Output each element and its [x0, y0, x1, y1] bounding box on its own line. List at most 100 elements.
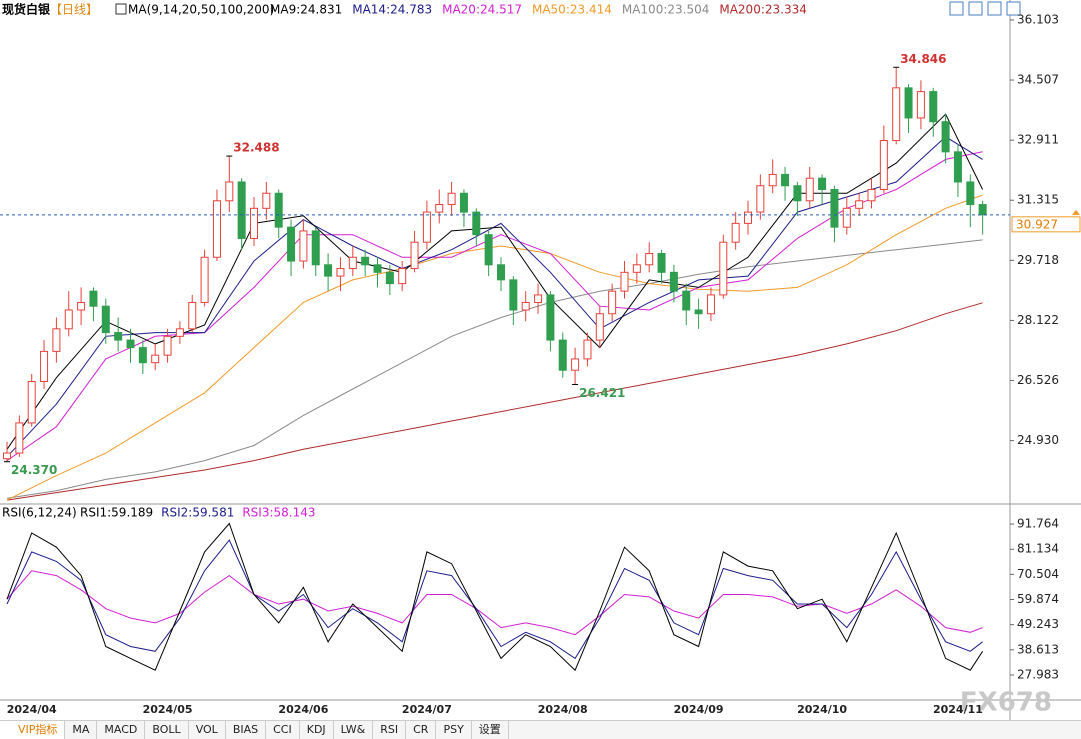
tool-icon[interactable]: [1006, 1, 1021, 16]
ma-legend: MA200:23.334: [719, 3, 807, 17]
candle-body: [867, 188, 876, 202]
indicator-tab[interactable]: PSY: [436, 721, 472, 739]
candle-body: [781, 173, 790, 187]
candle-body: [373, 264, 382, 273]
chart: 现货白银 【日线】 MA(9,14,20,50,100,200) RSI(6,1…: [0, 0, 1081, 720]
candle-body: [52, 328, 61, 352]
indicator-tab[interactable]: CCI: [266, 721, 300, 739]
ma-legend: MA50:23.414: [532, 3, 612, 17]
candle-body: [904, 87, 913, 119]
candle-body: [447, 192, 456, 206]
candle-body: [682, 290, 691, 311]
rsi-legend: RSI1:59.189: [80, 506, 153, 520]
ma-legend: MA100:23.504: [622, 3, 710, 17]
candle-body: [509, 279, 518, 311]
extreme-label: 32.488: [233, 141, 279, 155]
rsi-line: [6, 539, 983, 660]
y-tick-label: 24.930: [1017, 433, 1059, 447]
extreme-label: 34.846: [900, 52, 946, 66]
indicator-tab[interactable]: BIAS: [226, 721, 267, 739]
indicator-tab[interactable]: VOL: [189, 721, 226, 739]
candle-body: [27, 381, 36, 424]
candle-body: [250, 207, 258, 239]
ma-line: [6, 151, 983, 462]
candle-body: [336, 268, 345, 277]
candle-body: [855, 200, 864, 209]
candle-body: [472, 211, 481, 236]
indicator-tabs: VIP指标 MA MACD BOLL VOL BIAS CCI KDJ LW& RSI CR PSY 设…: [0, 720, 1081, 739]
y-tick-label: 34.507: [1017, 73, 1059, 87]
extreme-label: 24.370: [11, 463, 57, 477]
x-tick-label: 2024/09: [674, 703, 724, 716]
candle-body: [546, 294, 555, 341]
background: [0, 0, 1081, 720]
y-tick-label: 49.243: [1017, 617, 1059, 631]
checkbox-icon[interactable]: [115, 3, 127, 15]
y-tick-label: 26.526: [1017, 373, 1059, 387]
ma-legend: MA14:24.783: [352, 3, 432, 17]
y-tick-label: 91.764: [1017, 517, 1059, 531]
candle-body: [669, 271, 678, 292]
candle-body: [608, 290, 617, 315]
indicator-tab[interactable]: VIP指标: [0, 721, 66, 739]
indicator-tab[interactable]: LW&: [334, 721, 374, 739]
candle-body: [274, 192, 283, 228]
candle-body: [151, 354, 160, 364]
ma-legend: MA9:24.831: [270, 3, 342, 17]
candle-body: [793, 185, 802, 202]
candle-body: [595, 313, 604, 341]
tool-icon[interactable]: [987, 1, 1002, 16]
ma-line: [6, 113, 984, 450]
toolbar-icons: [949, 1, 1021, 16]
x-tick-label: 2024/11: [933, 703, 983, 716]
candle-body: [126, 339, 135, 349]
candle-body: [731, 222, 740, 243]
candle-body: [916, 91, 925, 119]
tool-icon[interactable]: [968, 1, 983, 16]
candle-body: [842, 207, 851, 228]
candle-body: [756, 185, 765, 213]
indicator-tab[interactable]: 设置: [472, 721, 509, 739]
candle-body: [571, 358, 580, 371]
x-tick-label: 2024/06: [278, 703, 328, 716]
candle-body: [645, 253, 654, 266]
indicator-tab[interactable]: CR: [406, 721, 437, 739]
candle-body: [348, 256, 357, 270]
tool-icon[interactable]: [949, 1, 964, 16]
indicator-tab[interactable]: MA: [65, 721, 98, 739]
y-tick-label: 28.122: [1017, 313, 1059, 327]
candle-body: [138, 347, 147, 364]
watermark: FX678: [960, 688, 1052, 718]
candle-body: [3, 452, 11, 460]
candle-body: [40, 350, 49, 383]
candle-body: [299, 230, 308, 262]
indicator-tab[interactable]: KDJ: [300, 721, 334, 739]
candle-body: [830, 188, 839, 228]
candle-body: [583, 339, 592, 360]
rsi-title: RSI(6,12,24): [2, 506, 77, 520]
candle-body: [521, 301, 530, 311]
y-tick-label: 36.103: [1017, 12, 1059, 26]
candle-body: [558, 339, 567, 371]
candle-body: [262, 192, 271, 209]
candle-body: [324, 264, 333, 277]
candle-body: [978, 204, 987, 216]
candle-body: [941, 121, 950, 153]
last-price-box: [1011, 216, 1081, 233]
y-tick-label: 38.613: [1017, 642, 1059, 656]
candle-body: [77, 301, 86, 311]
candle-body: [657, 253, 666, 273]
indicator-tab[interactable]: RSI: [373, 721, 407, 739]
candle-body: [435, 204, 444, 213]
y-tick-label: 59.874: [1017, 592, 1059, 606]
candle-body: [287, 226, 296, 262]
last-price-label: 30.927: [1016, 217, 1058, 231]
x-tick-label: 2024/07: [402, 703, 452, 716]
candle-body: [459, 192, 468, 213]
candle-body: [694, 309, 703, 315]
y-tick-label: 70.504: [1017, 567, 1059, 581]
candle-body: [484, 234, 493, 266]
candle-body: [953, 151, 962, 183]
indicator-tab[interactable]: BOLL: [145, 721, 189, 739]
indicator-tab[interactable]: MACD: [97, 721, 146, 739]
